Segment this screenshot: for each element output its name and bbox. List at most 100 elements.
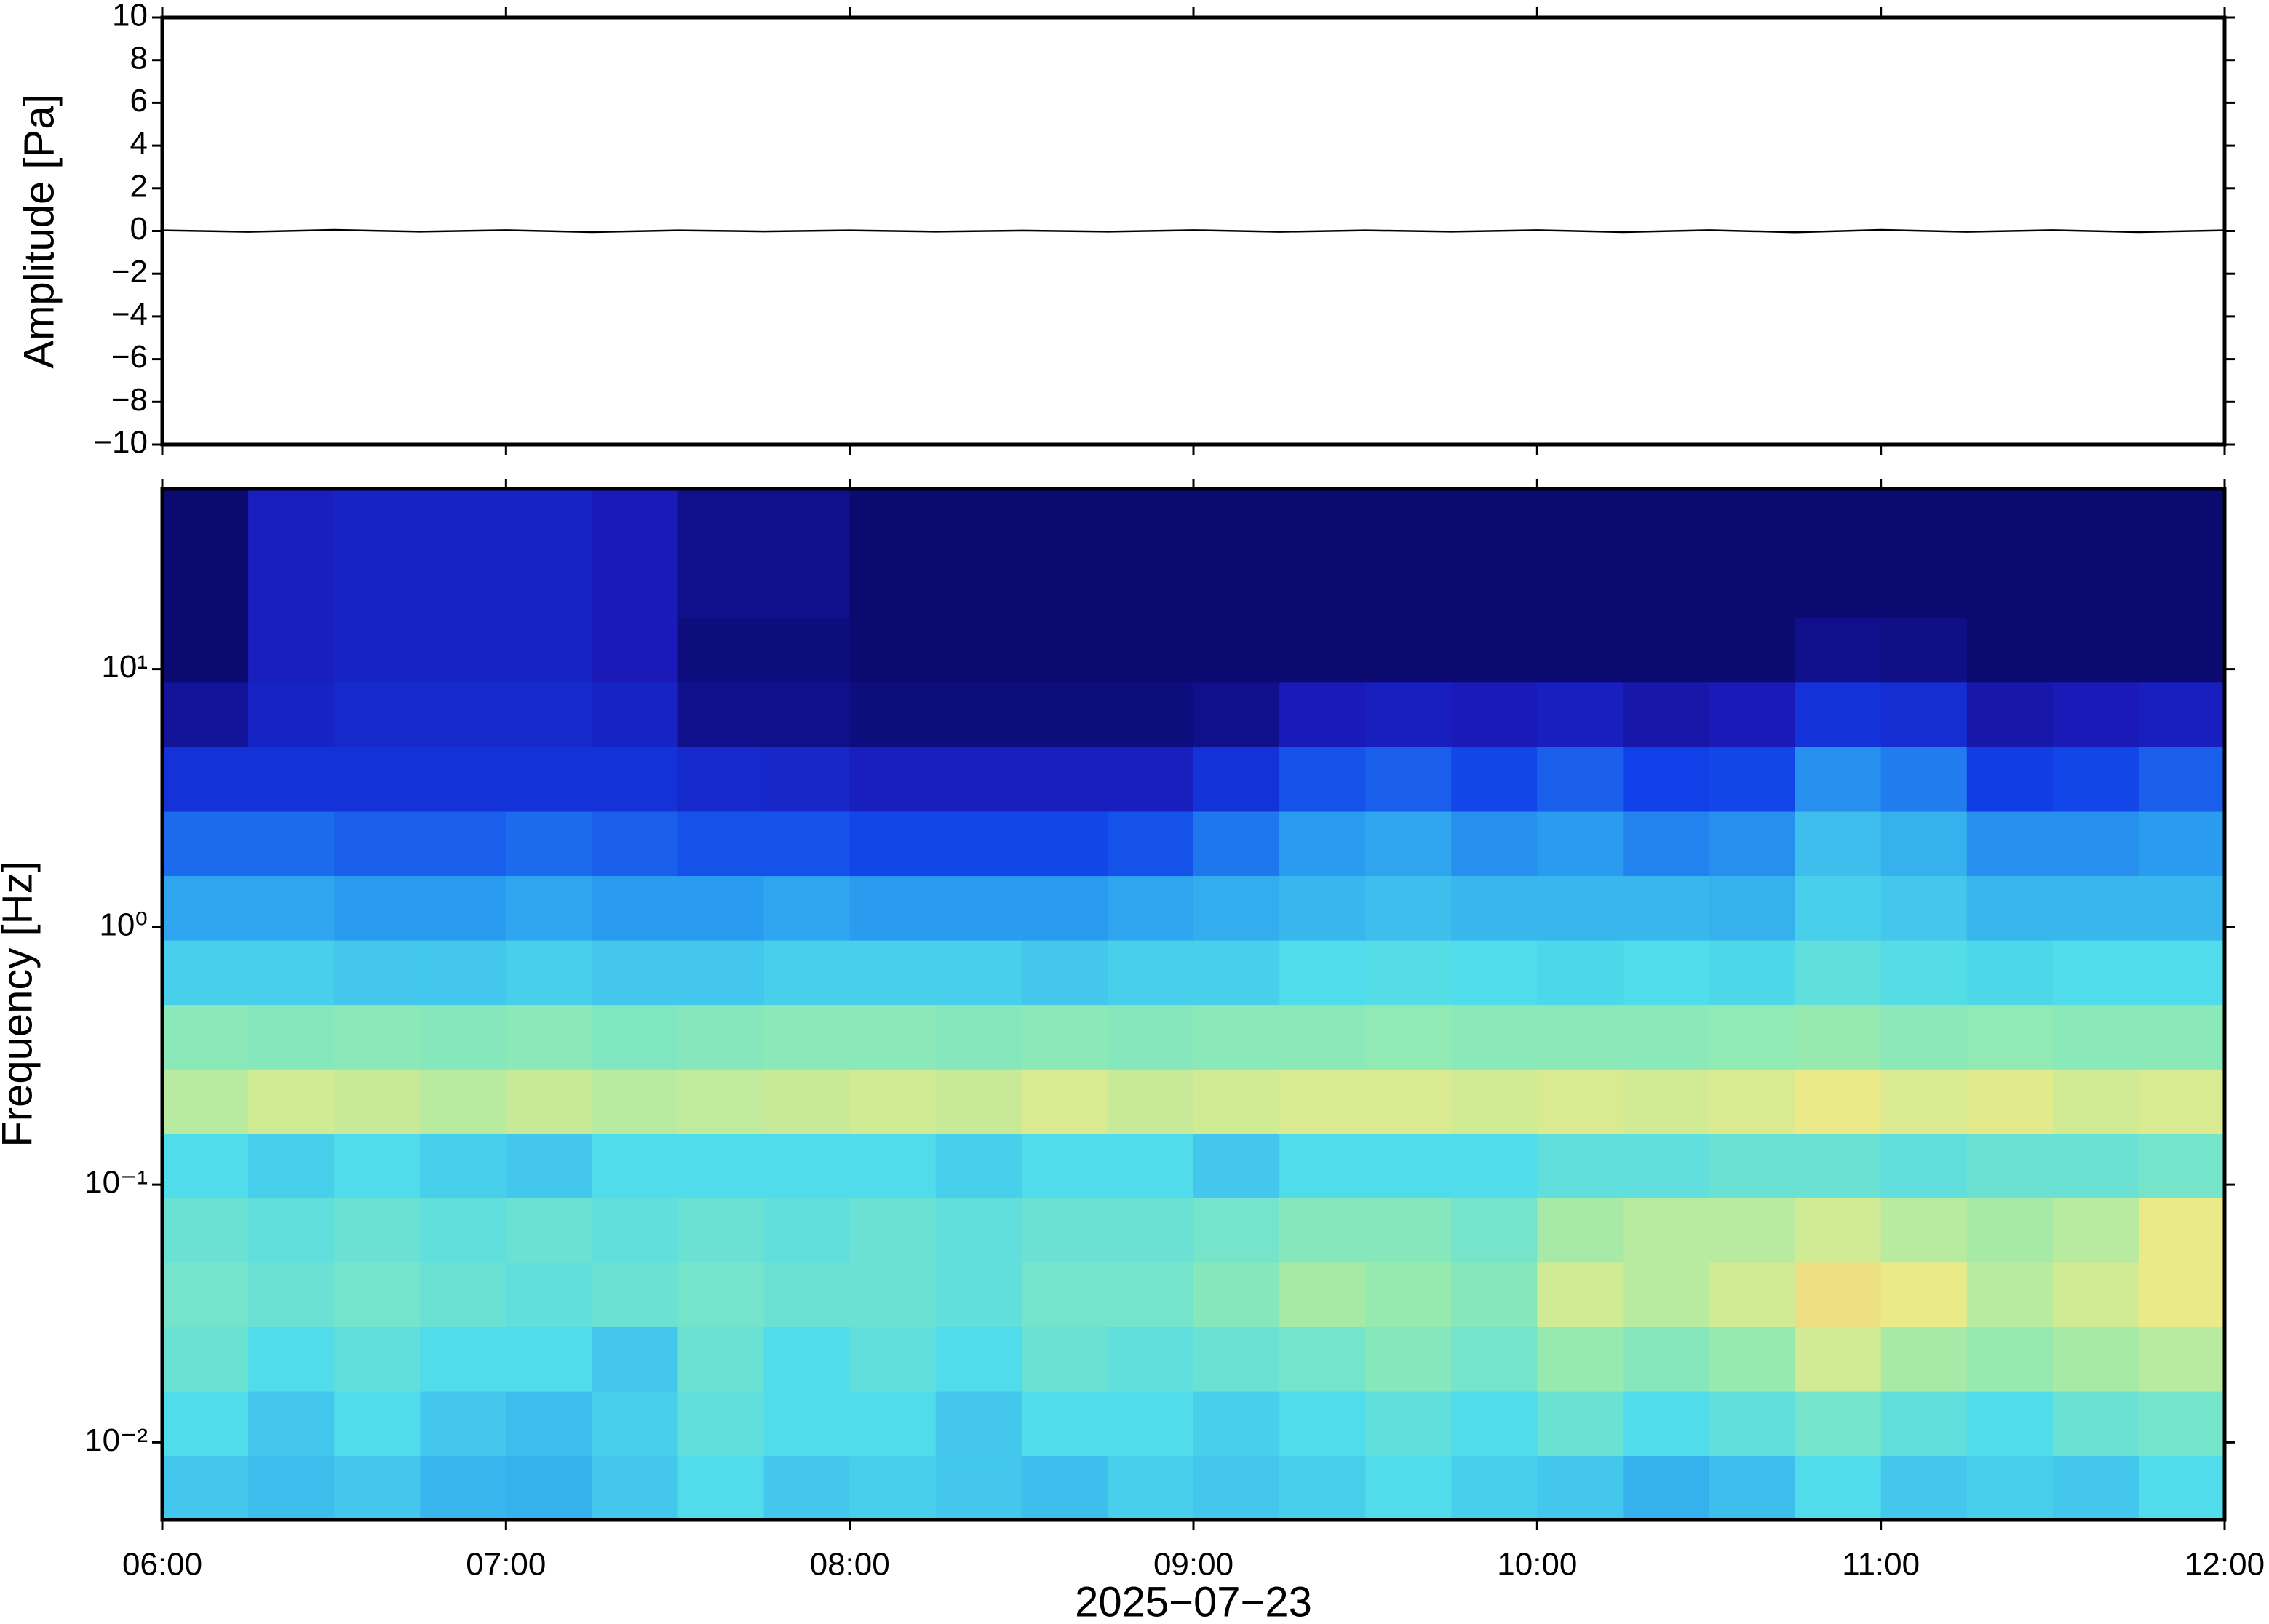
- spectrogram-cell: [1795, 1069, 1882, 1134]
- spectrogram-cell: [677, 1390, 765, 1457]
- spectrogram-cell: [935, 1455, 1022, 1521]
- y-tick-label: −4: [111, 297, 148, 333]
- spectrogram-cell: [1537, 1133, 1624, 1198]
- spectrogram-cell: [2138, 875, 2225, 941]
- spectrogram-cell: [763, 1069, 851, 1134]
- spectrogram-cell: [1537, 1198, 1624, 1263]
- spectrogram-cell: [420, 1455, 506, 1521]
- spectrogram-cell: [763, 1390, 851, 1457]
- spectrogram-cell: [1279, 1326, 1366, 1392]
- spectrogram-cell: [2052, 682, 2139, 747]
- y-tick-label: 10: [112, 0, 148, 33]
- spectrogram-cell: [1451, 1004, 1538, 1070]
- spectrogram-cell: [677, 811, 765, 877]
- spectrogram-cell: [1193, 1326, 1280, 1392]
- spectrogram-cell: [677, 747, 765, 812]
- spectrogram-cell: [506, 1069, 593, 1134]
- spectrogram-cell: [763, 682, 851, 747]
- spectrogram-cell: [420, 1262, 506, 1328]
- spectrogram-cell: [248, 1326, 335, 1392]
- spectrogram-cell: [1193, 811, 1280, 877]
- spectrogram-cell: [1795, 489, 1882, 554]
- spectrogram-cell: [1623, 939, 1710, 1006]
- spectrogram-cell: [1279, 1390, 1366, 1457]
- spectrogram-cell: [420, 1004, 506, 1070]
- spectrogram-cell: [506, 553, 593, 618]
- spectrogram-cell: [506, 875, 593, 941]
- spectrogram-cell: [1279, 489, 1366, 554]
- spectrogram-cell: [1966, 1133, 2054, 1198]
- spectrogram-cell: [1537, 1069, 1624, 1134]
- spectrogram-cell: [592, 1455, 679, 1521]
- spectrogram-cell: [1537, 747, 1624, 812]
- spectrogram-cell: [1365, 618, 1452, 683]
- spectrogram-cell: [506, 1326, 593, 1392]
- spectrogram-cell: [2138, 1198, 2225, 1263]
- spectrogram-cell: [1451, 811, 1538, 877]
- spectrogram-cell: [849, 489, 937, 554]
- spectrogram-cell: [162, 1069, 249, 1134]
- spectrogram-cell: [592, 1133, 679, 1198]
- spectrogram-cell: [1537, 489, 1624, 554]
- spectrogram-cell: [1623, 1004, 1710, 1070]
- spectrogram-cell: [849, 553, 937, 618]
- spectrogram-cell: [1365, 489, 1452, 554]
- spectrogram-cell: [1107, 1069, 1194, 1134]
- spectrogram-cell: [1365, 811, 1452, 877]
- x-tick-label: 12:00: [2185, 1547, 2265, 1583]
- spectrogram-cell: [1365, 1198, 1452, 1263]
- spectrogram-cell: [935, 682, 1022, 747]
- spectrogram-cell: [248, 747, 335, 812]
- y-tick-label: 10⁻²: [84, 1422, 148, 1458]
- spectrogram-cell: [935, 1069, 1022, 1134]
- spectrogram-cell: [1193, 1133, 1280, 1198]
- spectrogram-cell: [2052, 811, 2139, 877]
- spectrogram-cell: [1279, 1455, 1366, 1521]
- spectrogram-cell: [1021, 875, 1108, 941]
- spectrogram-cell: [1880, 682, 1968, 747]
- spectrogram-cell: [2138, 1390, 2225, 1457]
- spectrogram-cell: [162, 1198, 249, 1263]
- spectrogram-cell: [248, 1262, 335, 1328]
- spectrogram-cell: [1451, 553, 1538, 618]
- spectrogram-cell: [1880, 747, 1968, 812]
- spectrogram-cell: [162, 939, 249, 1006]
- spectrogram-cell: [763, 489, 851, 554]
- spectrogram-cell: [1279, 875, 1366, 941]
- spectrogram-cell: [2138, 553, 2225, 618]
- spectrogram-cell: [1709, 1198, 1796, 1263]
- spectrogram-cell: [334, 747, 421, 812]
- spectrogram-cell: [1193, 1262, 1280, 1328]
- spectrogram-cell: [849, 1198, 937, 1263]
- spectrogram-cell: [1107, 553, 1194, 618]
- spectrogram-cell: [162, 811, 249, 877]
- spectrogram-cell: [1623, 1069, 1710, 1134]
- spectrogram-cell: [935, 1390, 1022, 1457]
- spectrogram-cell: [506, 1455, 593, 1521]
- spectrogram-cell: [420, 618, 506, 683]
- spectrogram-cell: [2052, 939, 2139, 1006]
- spectrogram-cell: [935, 1326, 1022, 1392]
- spectrogram-cell: [420, 1133, 506, 1198]
- spectrogram-cell: [1365, 553, 1452, 618]
- spectrogram-cell: [2052, 1390, 2139, 1457]
- spectrogram-cell: [506, 1390, 593, 1457]
- x-axis-label: 2025−07−23: [1075, 1578, 1312, 1624]
- spectrogram-cell: [2052, 553, 2139, 618]
- spectrogram-cell: [1193, 1198, 1280, 1263]
- spectrogram-cell: [763, 747, 851, 812]
- spectrogram-cell: [1880, 875, 1968, 941]
- spectrogram-cell: [420, 489, 506, 554]
- spectrogram-cell: [592, 939, 679, 1006]
- spectrogram-cell: [1365, 1004, 1452, 1070]
- spectrogram-cell: [849, 1390, 937, 1457]
- spectrogram-cell: [1880, 811, 1968, 877]
- x-tick-label: 07:00: [466, 1547, 546, 1583]
- spectrogram-cell: [334, 1133, 421, 1198]
- spectrogram-cell: [1107, 875, 1194, 941]
- spectrogram-cell: [1451, 1069, 1538, 1134]
- spectrogram-cell: [1107, 1455, 1194, 1521]
- spectrogram-cell: [334, 1069, 421, 1134]
- spectrogram-cell: [1880, 1326, 1968, 1392]
- spectrogram-cell: [1021, 939, 1108, 1006]
